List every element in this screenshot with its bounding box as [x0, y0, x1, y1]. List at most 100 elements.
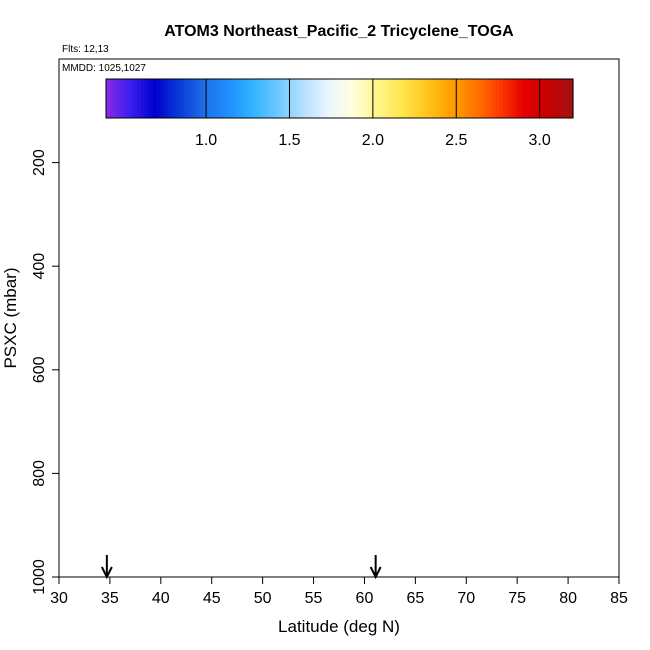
colorbar-cell — [218, 79, 224, 118]
colorbar-cell — [569, 79, 574, 118]
colorbar-cell — [421, 79, 426, 118]
colorbar-cell — [541, 79, 547, 118]
colorbar-cell — [362, 79, 368, 118]
colorbar-cell — [265, 79, 271, 118]
colorbar-cell — [320, 79, 325, 118]
colorbar-cell — [230, 79, 236, 118]
colorbar-cell — [460, 79, 465, 118]
colorbar-cell — [374, 79, 380, 118]
colorbar-cell — [113, 79, 119, 118]
colorbar-cell — [534, 79, 539, 118]
colorbar-cell — [183, 79, 189, 118]
x-tick-label: 35 — [101, 590, 119, 607]
colorbar-cell — [137, 79, 142, 118]
colorbar-cell — [273, 79, 278, 118]
colorbar-cell — [176, 79, 181, 118]
colorbar-cell — [351, 79, 356, 118]
colorbar-cell — [366, 79, 372, 118]
x-tick-label: 50 — [254, 590, 272, 607]
x-tick-label: 30 — [50, 590, 68, 607]
colorbar-cell — [281, 79, 286, 118]
x-tick-label: 80 — [559, 590, 577, 607]
x-tick-label: 85 — [610, 590, 628, 607]
colorbar-cell — [518, 79, 524, 118]
colorbar-cell — [141, 79, 146, 118]
colorbar-cell — [199, 79, 204, 118]
y-axis: 200 400 600 800 1000 — [31, 149, 59, 595]
colorbar-cell — [413, 79, 418, 118]
colorbar-cell — [168, 79, 173, 118]
colorbar-cell — [144, 79, 150, 118]
colorbar-cell — [522, 79, 527, 118]
colorbar-cell — [308, 79, 313, 118]
colorbar-cell — [464, 79, 469, 118]
arrow-head — [100, 566, 113, 580]
dates-note: MMDD: 1025,1027 — [62, 63, 146, 74]
colorbar-cell — [316, 79, 321, 118]
colorbar-cell — [479, 79, 485, 118]
colorbar-tick-label: 3.0 — [529, 132, 551, 149]
x-axis: 30 35 40 45 50 55 60 65 70 75 80 85 — [50, 577, 628, 607]
colorbar-cell — [156, 79, 162, 118]
colorbar-cell — [436, 79, 442, 118]
y-axis-label: PSXC (mbar) — [1, 267, 20, 368]
colorbar-cell — [203, 79, 208, 118]
colorbar-cell — [246, 79, 251, 118]
x-tick-label: 40 — [152, 590, 170, 607]
colorbar-cell — [506, 79, 512, 118]
colorbar-cell — [448, 79, 453, 118]
colorbar-cell — [343, 79, 348, 118]
x-tick-label: 55 — [305, 590, 323, 607]
x-axis-label: Latitude (deg N) — [278, 617, 400, 636]
colorbar-cell — [222, 79, 228, 118]
colorbar-cell — [261, 79, 267, 118]
colorbar-tick-label: 1.5 — [278, 132, 300, 149]
colorbar: 1.0 1.5 2.0 2.5 3.0 — [105, 78, 574, 149]
colorbar-cell — [495, 79, 500, 118]
colorbar-tick-label: 2.5 — [445, 132, 467, 149]
colorbar-cell — [277, 79, 282, 118]
colorbar-cell — [530, 79, 535, 118]
colorbar-cell — [514, 79, 520, 118]
colorbar-cell — [467, 79, 473, 118]
colorbar-cell — [257, 79, 263, 118]
arrow-head — [369, 566, 382, 580]
colorbar-cell — [187, 79, 193, 118]
x-tick-label: 65 — [406, 590, 424, 607]
colorbar-cell — [117, 79, 123, 118]
colorbar-cell — [172, 79, 177, 118]
colorbar-cell — [475, 79, 481, 118]
y-tick-label: 400 — [31, 253, 48, 280]
x-tick-label: 45 — [203, 590, 221, 607]
colorbar-cell — [335, 79, 341, 118]
colorbar-cell — [300, 79, 306, 118]
colorbar-cell — [429, 79, 434, 118]
y-tick-label: 600 — [31, 356, 48, 383]
x-tick-label: 60 — [356, 590, 374, 607]
colorbar-cell — [133, 79, 138, 118]
colorbar-cell — [191, 79, 197, 118]
colorbar-cell — [440, 79, 446, 118]
colorbar-cell — [242, 79, 247, 118]
colorbar-cell — [393, 79, 399, 118]
colorbar-cell — [160, 79, 165, 118]
flights-note: Flts: 12,13 — [62, 44, 109, 55]
x-tick-label: 70 — [457, 590, 475, 607]
colorbar-cell — [323, 79, 329, 118]
colorbar-cell — [211, 79, 216, 118]
colorbar-cell — [565, 79, 570, 118]
colorbar-cell — [296, 79, 302, 118]
colorbar-cell — [339, 79, 344, 118]
colorbar-cell — [382, 79, 387, 118]
x-tick-label: 75 — [508, 590, 526, 607]
colorbar-cell — [355, 79, 360, 118]
latitude-arrows — [100, 555, 382, 580]
colorbar-cell — [510, 79, 516, 118]
y-tick-label: 200 — [31, 149, 48, 176]
colorbar-cell — [432, 79, 438, 118]
colorbar-tick-label: 2.0 — [362, 132, 384, 149]
colorbar-cell — [238, 79, 243, 118]
y-tick-label: 800 — [31, 460, 48, 487]
colorbar-tick-label: 1.0 — [195, 132, 217, 149]
y-tick-label: 1000 — [31, 559, 48, 595]
